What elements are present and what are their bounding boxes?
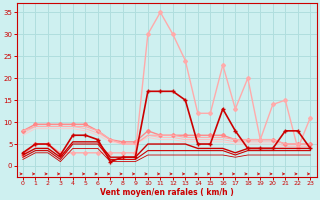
X-axis label: Vent moyen/en rafales ( km/h ): Vent moyen/en rafales ( km/h )	[100, 188, 234, 197]
